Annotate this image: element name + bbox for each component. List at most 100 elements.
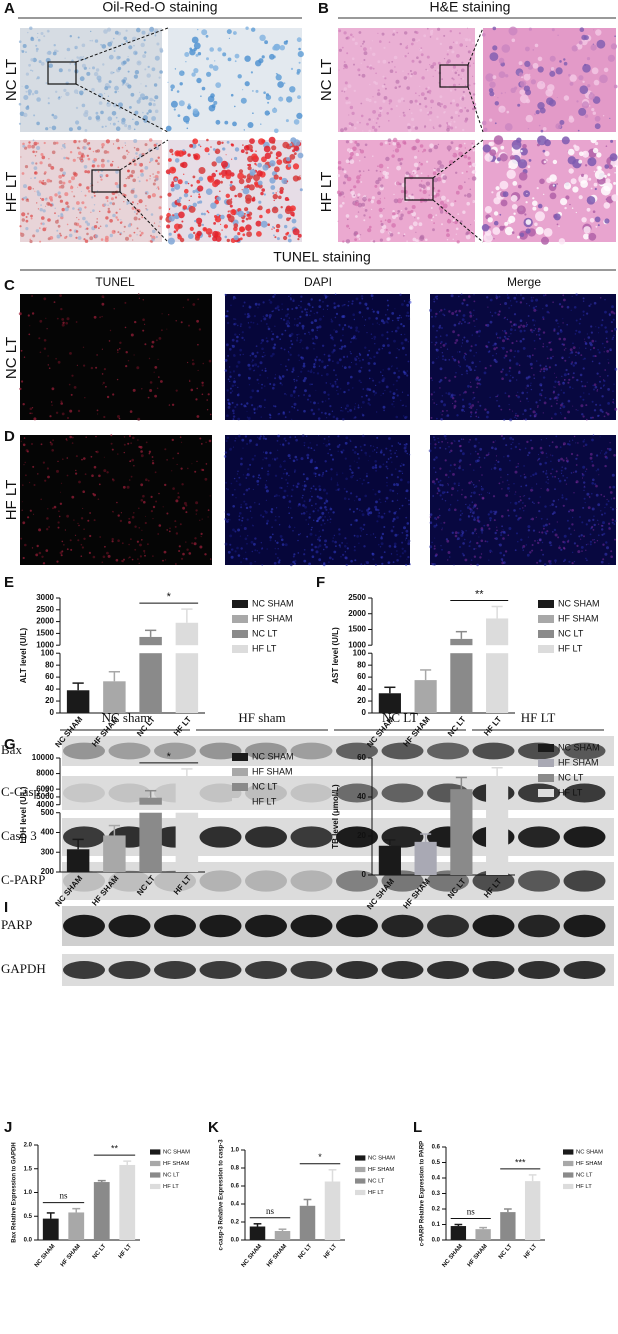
micrograph-dot	[218, 172, 222, 176]
micrograph-dot	[192, 108, 199, 114]
micrograph-dot	[431, 379, 433, 381]
micrograph-dot	[402, 70, 404, 72]
micrograph-dot	[121, 43, 123, 45]
micrograph-dot	[603, 379, 606, 383]
micrograph-dot	[325, 373, 329, 376]
micrograph-dot	[412, 237, 417, 242]
micrograph-dot	[534, 43, 539, 48]
micrograph-dot	[591, 460, 593, 463]
micrograph-dot	[292, 484, 295, 487]
micrograph-dot	[508, 307, 510, 309]
micrograph-dot	[307, 370, 310, 373]
micrograph-dot	[298, 533, 300, 536]
micrograph-dot	[23, 356, 26, 358]
micrograph-dot	[468, 178, 470, 180]
micrograph-dot	[370, 294, 373, 296]
micrograph-dot	[484, 367, 487, 370]
micrograph-dot	[27, 89, 32, 94]
micrograph-dot	[144, 343, 147, 346]
micrograph-dot	[571, 516, 574, 519]
micrograph-dot	[489, 91, 495, 97]
micrograph-dot	[614, 520, 617, 522]
micrograph-dot	[135, 152, 138, 155]
micrograph-dot	[43, 172, 46, 175]
micrograph-dot	[303, 549, 306, 551]
micrograph-dot	[379, 451, 383, 454]
micrograph-dot	[572, 405, 574, 407]
micrograph-dot	[241, 438, 245, 442]
micrograph-dot	[56, 234, 61, 239]
micrograph-dot	[264, 406, 266, 408]
micrograph-dot	[459, 459, 462, 462]
micrograph-dot	[261, 156, 267, 163]
micrograph-dot	[229, 185, 236, 192]
micrograph-dot	[431, 341, 433, 343]
micrograph-dot	[298, 47, 301, 51]
micrograph-dot	[261, 188, 266, 192]
micrograph-dot	[473, 294, 475, 296]
micrograph-dot	[600, 560, 604, 564]
micrograph-dot	[471, 41, 475, 45]
micrograph-dot	[119, 519, 123, 523]
micrograph-dot	[185, 541, 187, 543]
micrograph-dot	[591, 492, 593, 495]
micrograph-dot	[604, 299, 606, 301]
micrograph-dot	[177, 233, 181, 237]
micrograph-dot	[239, 354, 242, 356]
micrograph-dot	[278, 495, 280, 497]
micrograph-dot	[27, 186, 32, 191]
micrograph-dot	[352, 38, 355, 41]
micrograph-dot	[241, 336, 244, 340]
micrograph-dot	[277, 548, 279, 550]
micrograph-dot	[230, 555, 234, 559]
micrograph-dot	[127, 70, 130, 73]
micrograph-dot	[325, 400, 327, 402]
micrograph-dot	[145, 441, 148, 444]
micrograph-dot	[149, 381, 153, 384]
micrograph-dot	[290, 67, 294, 70]
micrograph-dot	[571, 45, 578, 52]
micrograph-dot	[221, 229, 223, 231]
micrograph-dot	[407, 123, 411, 127]
micrograph-dot	[406, 522, 410, 525]
micrograph-dot	[229, 371, 232, 374]
micrograph-dot	[71, 191, 73, 193]
micrograph-dot	[283, 348, 286, 351]
micrograph-dot	[155, 235, 158, 239]
micrograph-dot	[533, 415, 536, 418]
micrograph-dot	[280, 538, 284, 542]
micrograph-dot	[393, 400, 395, 403]
micrograph-dot	[460, 78, 462, 80]
micrograph-dot	[360, 530, 363, 532]
micrograph-dot	[495, 537, 498, 540]
micrograph-dot	[65, 91, 70, 97]
micrograph-dot	[406, 45, 408, 47]
micrograph-dot	[367, 398, 371, 401]
micrograph-dot	[440, 198, 442, 200]
micrograph-dot	[207, 211, 210, 214]
micrograph-dot	[519, 319, 523, 323]
micrograph-dot	[607, 402, 610, 405]
micrograph-dot	[288, 234, 292, 238]
micrograph-dot	[532, 49, 535, 51]
micrograph-dot	[578, 40, 583, 45]
micrograph-dot	[138, 507, 140, 510]
micrograph-dot	[517, 465, 519, 468]
micrograph-dot	[128, 521, 131, 524]
micrograph-dot	[232, 409, 235, 413]
micrograph-dot	[49, 415, 52, 418]
micrograph-dot	[211, 161, 217, 167]
micrograph-dot	[96, 450, 99, 454]
micrograph-dot	[415, 31, 419, 34]
micrograph-dot	[247, 164, 250, 166]
micrograph-dot	[141, 152, 145, 157]
micrograph-dot	[39, 227, 41, 229]
micrograph-dot	[450, 294, 454, 298]
micrograph-dot	[333, 329, 335, 331]
micrograph-dot	[594, 483, 597, 486]
micrograph-dot	[373, 449, 376, 451]
micrograph-dot	[293, 324, 296, 326]
micrograph-dot	[560, 472, 563, 474]
micrograph-dot	[133, 231, 136, 234]
micrograph-dot	[459, 365, 462, 368]
